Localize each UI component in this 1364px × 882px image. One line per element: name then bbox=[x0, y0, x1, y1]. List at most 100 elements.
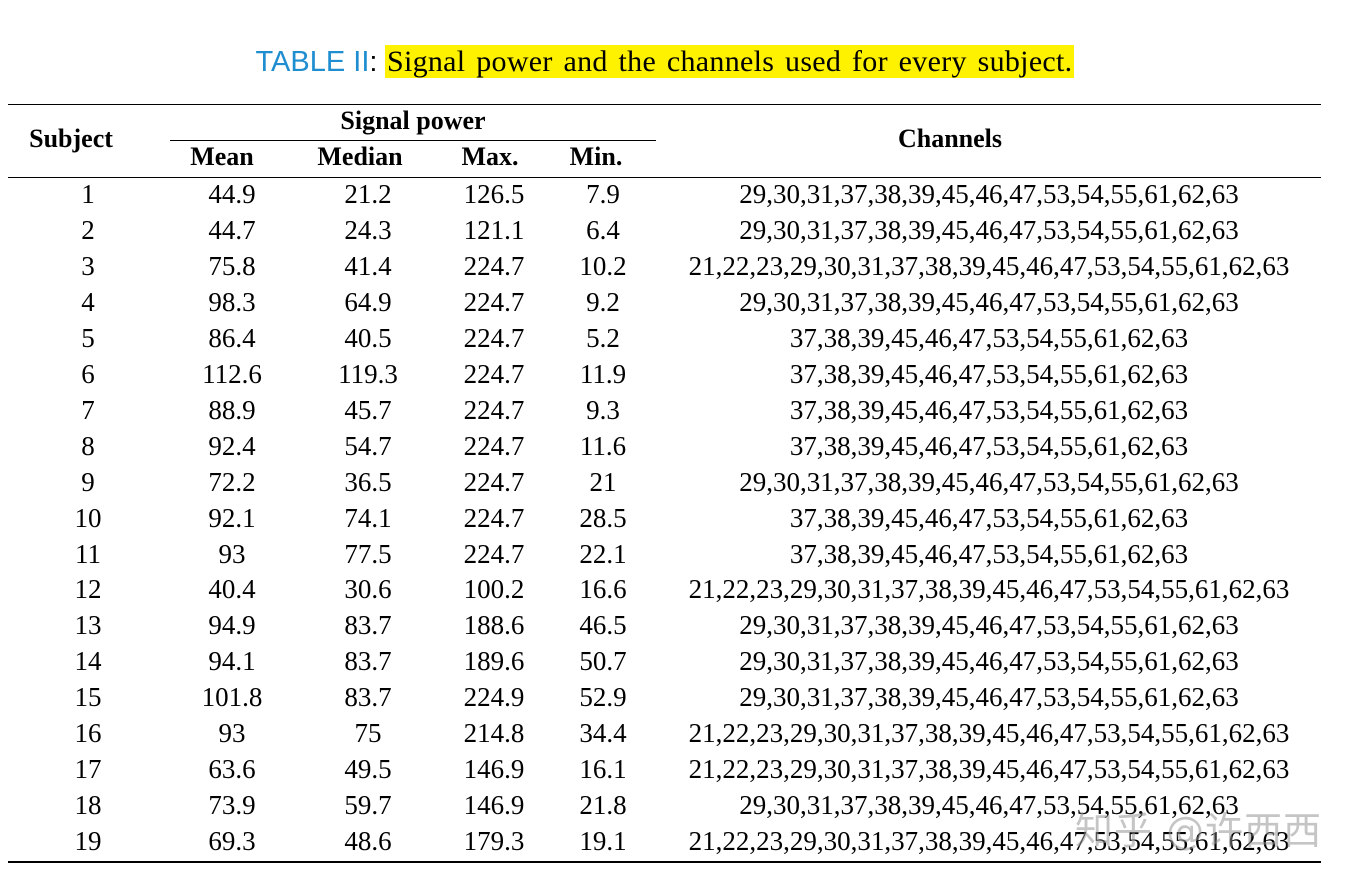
cell-max: 214.8 bbox=[463, 718, 525, 749]
cell-channels: 29,30,31,37,38,39,45,46,47,53,54,55,61,6… bbox=[739, 646, 1239, 677]
cell-mean: 93 bbox=[218, 538, 246, 569]
caption-text: Signal power and the channels used for e… bbox=[384, 45, 1075, 78]
cell-median: 41.4 bbox=[344, 250, 392, 281]
cell-median: 77.5 bbox=[344, 538, 392, 569]
cell-max: 224.7 bbox=[463, 250, 525, 281]
cell-channels: 37,38,39,45,46,47,53,54,55,61,62,63 bbox=[789, 538, 1189, 569]
cell-median: 49.5 bbox=[344, 754, 392, 785]
cell-channels: 29,30,31,37,38,39,45,46,47,53,54,55,61,6… bbox=[739, 286, 1239, 317]
cell-median: 75 bbox=[354, 718, 382, 749]
cell-min: 7.9 bbox=[586, 179, 620, 209]
cell-channels: 21,22,23,29,30,31,37,38,39,45,46,47,53,5… bbox=[688, 718, 1290, 749]
cell-min: 5.2 bbox=[586, 322, 620, 353]
cell-mean: 94.1 bbox=[208, 646, 256, 677]
cell-min: 16.6 bbox=[579, 574, 627, 605]
cell-min: 10.2 bbox=[579, 250, 627, 281]
cell-min: 9.3 bbox=[586, 394, 620, 425]
cell-max: 224.7 bbox=[463, 394, 525, 425]
cell-median: 54.7 bbox=[344, 430, 392, 461]
cell-mean: 88.9 bbox=[208, 394, 256, 425]
cell-subject: 14 bbox=[74, 646, 102, 677]
cell-channels: 29,30,31,37,38,39,45,46,47,53,54,55,61,6… bbox=[739, 610, 1239, 641]
cell-subject: 10 bbox=[74, 502, 102, 533]
cell-mean: 44.7 bbox=[208, 214, 256, 245]
cell-mean: 93 bbox=[218, 718, 246, 749]
cell-subject: 6 bbox=[81, 358, 95, 389]
cell-subject: 2 bbox=[81, 214, 95, 245]
cell-channels: 21,22,23,29,30,31,37,38,39,45,46,47,53,5… bbox=[688, 826, 1290, 857]
cell-subject: 5 bbox=[81, 322, 95, 353]
cell-channels: 29,30,31,37,38,39,45,46,47,53,54,55,61,6… bbox=[739, 682, 1239, 713]
cell-mean: 101.8 bbox=[201, 682, 263, 713]
cell-min: 19.1 bbox=[579, 826, 627, 857]
cell-subject: 9 bbox=[81, 466, 95, 497]
cell-median: 30.6 bbox=[344, 574, 392, 605]
cell-min: 28.5 bbox=[579, 502, 627, 533]
cell-min: 46.5 bbox=[579, 610, 627, 641]
cell-median: 74.1 bbox=[344, 502, 392, 533]
cell-min: 9.2 bbox=[586, 286, 620, 317]
bottom-rule bbox=[8, 861, 1321, 863]
cell-mean: 63.6 bbox=[208, 754, 256, 785]
cell-subject: 8 bbox=[81, 430, 95, 461]
header-channels: Channels bbox=[897, 124, 1003, 153]
cell-subject: 16 bbox=[74, 718, 102, 749]
cell-subject: 17 bbox=[74, 754, 102, 785]
cell-mean: 94.9 bbox=[208, 610, 256, 641]
cell-median: 119.3 bbox=[338, 358, 398, 389]
cell-min: 52.9 bbox=[579, 682, 627, 713]
cell-mean: 75.8 bbox=[208, 250, 256, 281]
cell-max: 224.7 bbox=[463, 286, 525, 317]
cell-subject: 12 bbox=[74, 574, 102, 605]
table-caption: TABLE II: Signal power and the channels … bbox=[0, 42, 1330, 82]
cell-median: 48.6 bbox=[344, 826, 392, 857]
cell-channels: 29,30,31,37,38,39,45,46,47,53,54,55,61,6… bbox=[739, 214, 1239, 245]
cell-max: 224.7 bbox=[463, 430, 525, 461]
cell-min: 21 bbox=[589, 466, 617, 497]
cell-max: 224.7 bbox=[463, 466, 525, 497]
cell-min: 22.1 bbox=[579, 538, 627, 569]
cell-subject: 18 bbox=[74, 790, 102, 821]
cell-max: 179.3 bbox=[463, 826, 525, 857]
cell-min: 16.1 bbox=[579, 754, 627, 785]
cell-subject: 19 bbox=[74, 826, 102, 857]
cell-max: 224.7 bbox=[463, 502, 525, 533]
cell-channels: 37,38,39,45,46,47,53,54,55,61,62,63 bbox=[789, 358, 1189, 389]
cell-median: 21.2 bbox=[344, 179, 392, 209]
cell-subject: 13 bbox=[74, 610, 102, 641]
cell-min: 50.7 bbox=[579, 646, 627, 677]
caption-colon: : bbox=[369, 46, 378, 78]
cell-mean: 72.2 bbox=[208, 466, 256, 497]
cell-min: 34.4 bbox=[579, 718, 627, 749]
cell-mean: 69.3 bbox=[208, 826, 256, 857]
cell-median: 59.7 bbox=[344, 790, 392, 821]
watermark: 知乎 @许西西 bbox=[1075, 809, 1323, 853]
header-median: Median bbox=[317, 142, 403, 171]
header-subject: Subject bbox=[29, 124, 113, 153]
cell-channels: 21,22,23,29,30,31,37,38,39,45,46,47,53,5… bbox=[688, 250, 1290, 281]
cell-median: 40.5 bbox=[344, 322, 392, 353]
cell-max: 146.9 bbox=[463, 754, 525, 785]
cell-mean: 112.6 bbox=[202, 358, 262, 389]
table-label: TABLE II bbox=[255, 46, 370, 78]
cell-min: 6.4 bbox=[586, 214, 620, 245]
header-mean: Mean bbox=[190, 142, 254, 171]
cell-min: 11.6 bbox=[579, 430, 627, 461]
cell-median: 83.7 bbox=[344, 646, 392, 677]
cell-max: 100.2 bbox=[463, 574, 525, 605]
cell-median: 36.5 bbox=[344, 466, 392, 497]
cell-median: 24.3 bbox=[344, 214, 392, 245]
cell-max: 224.9 bbox=[463, 682, 525, 713]
cell-channels: 21,22,23,29,30,31,37,38,39,45,46,47,53,5… bbox=[688, 574, 1290, 605]
cell-mean: 92.4 bbox=[208, 430, 256, 461]
cell-mean: 73.9 bbox=[208, 790, 256, 821]
cell-channels: 37,38,39,45,46,47,53,54,55,61,62,63 bbox=[789, 322, 1189, 353]
header-max: Max. bbox=[461, 142, 519, 171]
cell-mean: 40.4 bbox=[208, 574, 256, 605]
header-rule bbox=[8, 177, 1321, 178]
signal-power-rule bbox=[170, 140, 656, 141]
cell-subject: 1 bbox=[81, 179, 95, 209]
cell-median: 83.7 bbox=[344, 682, 392, 713]
cell-subject: 4 bbox=[81, 286, 95, 317]
cell-max: 121.1 bbox=[463, 214, 525, 245]
